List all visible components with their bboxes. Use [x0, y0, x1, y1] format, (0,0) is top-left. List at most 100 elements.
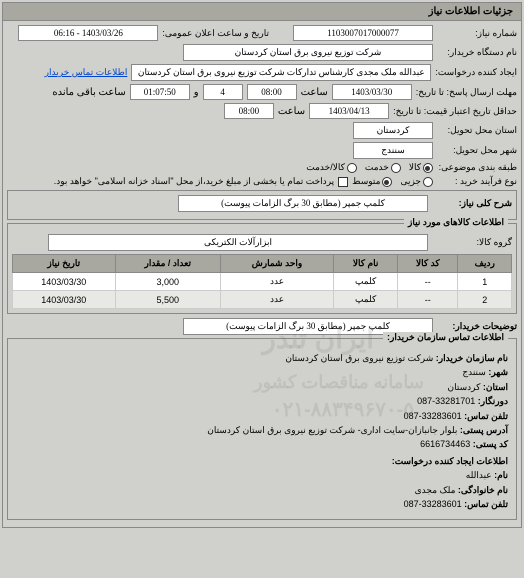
items-fieldset: اطلاعات کالاهای مورد نیاز گروه کالا: ابز… [7, 223, 517, 314]
org-name-value: شرکت توزیع نیروی برق استان کردستان [285, 353, 433, 363]
city-label: شهر محل تحویل: [437, 145, 517, 156]
table-cell: 1403/03/30 [13, 291, 116, 309]
creator-family-value: ملک مجدی [415, 485, 456, 495]
buyer-desc-label: توضیحات خریدار: [437, 321, 517, 332]
creator-family-label: نام خانوادگی: [458, 485, 508, 495]
table-header-cell: ردیف [458, 255, 512, 273]
table-header-cell: واحد شمارش [220, 255, 333, 273]
radio-small-icon [423, 177, 433, 187]
table-cell: 1 [458, 273, 512, 291]
deadline-date: 1403/03/30 [332, 84, 412, 100]
number-value: 1103007017000077 [293, 25, 433, 41]
table-row: 1--کلمپعدد3,0001403/03/30 [13, 273, 512, 291]
table-cell: عدد [220, 273, 333, 291]
radio-medium-label: متوسط [352, 176, 380, 187]
radio-goods-label: کالا [409, 162, 421, 173]
items-table: ردیفکد کالانام کالاواحد شمارشتعداد / مقد… [12, 254, 512, 309]
fax-value: 33281701-087 [417, 396, 475, 406]
contact-province-value: کردستان [448, 382, 481, 392]
contact-link[interactable]: اطلاعات تماس خریدار [45, 67, 128, 78]
postal-label: کد پستی: [473, 439, 508, 449]
requester-label: ایجاد کننده درخواست: [435, 67, 517, 78]
contact-city-value: سنندج [462, 367, 486, 377]
group-value: ابزارآلات الکتریکی [48, 234, 428, 251]
remaining-label: ساعت باقی مانده [52, 87, 125, 98]
desc-fieldset: شرح کلی نیاز: کلمپ جمپر (مطابق 30 برگ ال… [7, 190, 517, 220]
table-cell: -- [398, 273, 458, 291]
creator-title: اطلاعات ایجاد کننده درخواست: [16, 454, 508, 468]
radio-small[interactable]: جزیی [400, 176, 433, 187]
desc-label: شرح کلی نیاز: [432, 198, 512, 209]
radio-medium[interactable]: متوسط [352, 176, 392, 187]
datetime-value: 1403/03/26 - 06:16 [18, 25, 158, 41]
number-label: شماره نیاز: [437, 28, 517, 39]
table-header-cell: تعداد / مقدار [115, 255, 220, 273]
table-cell: 3,000 [115, 273, 220, 291]
radio-medium-icon [382, 177, 392, 187]
table-row: 2--کلمپعدد5,5001403/03/30 [13, 291, 512, 309]
validity-date: 1403/04/13 [309, 103, 389, 119]
requester-value: عبدالله ملک مجدی کارشناس تدارکات شرکت تو… [131, 64, 431, 81]
datetime-label: تاریخ و ساعت اعلان عمومی: [162, 28, 269, 39]
creator-phone-value: 33283601-087 [404, 499, 462, 509]
table-cell: -- [398, 291, 458, 309]
deadline-time: 08:00 [247, 84, 297, 100]
table-header-cell: نام کالا [334, 255, 398, 273]
radio-service-icon [391, 163, 401, 173]
contact-legend: اطلاعات تماس سازمان خریدار: [383, 332, 508, 343]
contact-city-label: شهر: [488, 367, 508, 377]
creator-name-label: نام: [494, 470, 508, 480]
radio-service-label: خدمت [365, 162, 389, 173]
radio-both-icon [347, 163, 357, 173]
province-value: کردستان [353, 122, 433, 139]
table-cell: 1403/03/30 [13, 273, 116, 291]
category-radio-group: کالا خدمت کالا/خدمت [306, 162, 433, 173]
table-cell: عدد [220, 291, 333, 309]
table-cell: 2 [458, 291, 512, 309]
items-legend: اطلاعات کالاهای مورد نیاز [404, 217, 508, 228]
buyer-org-label: نام دستگاه خریدار: [437, 47, 517, 58]
table-cell: کلمپ [334, 273, 398, 291]
and-label: و [194, 87, 199, 98]
postal-value: 6616734463 [420, 439, 470, 449]
radio-small-label: جزیی [400, 176, 421, 187]
contact-province-label: استان: [483, 382, 508, 392]
radio-goods-icon [423, 163, 433, 173]
category-label: طبقه بندی موضوعی: [437, 162, 517, 173]
phone-label: تلفن تماس: [464, 411, 508, 421]
contact-fieldset: اطلاعات تماس سازمان خریدار: نام سازمان خ… [7, 338, 517, 520]
treasury-checkbox[interactable] [338, 177, 348, 187]
process-label: نوع فرآیند خرید : [437, 176, 517, 187]
process-note: پرداخت تمام یا بخشی از مبلغ خرید،از محل … [54, 176, 334, 187]
group-label: گروه کالا: [432, 237, 512, 248]
days-value: 4 [203, 84, 243, 100]
panel-title: جزئیات اطلاعات نیاز [3, 3, 521, 21]
table-cell: 5,500 [115, 291, 220, 309]
radio-goods[interactable]: کالا [409, 162, 433, 173]
desc-value: کلمپ جمپر (مطابق 30 برگ الزامات پیوست) [178, 195, 428, 212]
creator-name-value: عبدالله [466, 470, 492, 480]
radio-both[interactable]: کالا/خدمت [306, 162, 357, 173]
creator-phone-label: تلفن تماس: [464, 499, 508, 509]
province-label: استان محل تحویل: [437, 125, 517, 136]
validity-time: 08:00 [224, 103, 274, 119]
radio-service[interactable]: خدمت [365, 162, 401, 173]
radio-both-label: کالا/خدمت [306, 162, 345, 173]
table-header-cell: کد کالا [398, 255, 458, 273]
main-panel: جزئیات اطلاعات نیاز شماره نیاز: 11030070… [2, 2, 522, 528]
city-value: سنندج [353, 142, 433, 159]
deadline-label: مهلت ارسال پاسخ: تا تاریخ: [416, 87, 517, 98]
time-label-1: ساعت [301, 87, 328, 98]
phone-value: 33283601-087 [404, 411, 462, 421]
table-cell: کلمپ [334, 291, 398, 309]
table-header-cell: تاریخ نیاز [13, 255, 116, 273]
address-label: آدرس پستی: [460, 425, 508, 435]
remaining-time: 01:07:50 [130, 84, 190, 100]
time-label-2: ساعت [278, 106, 305, 117]
org-name-label: نام سازمان خریدار: [436, 353, 508, 363]
buyer-org-value: شرکت توزیع نیروی برق استان کردستان [183, 44, 433, 61]
address-value: بلوار جانبازان-سایت اداری- شرکت توزیع نی… [207, 425, 457, 435]
validity-label: حداقل تاریخ اعتبار قیمت: تا تاریخ: [393, 106, 517, 117]
fax-label: دورنگار: [478, 396, 508, 406]
process-radio-group: جزیی متوسط [352, 176, 433, 187]
